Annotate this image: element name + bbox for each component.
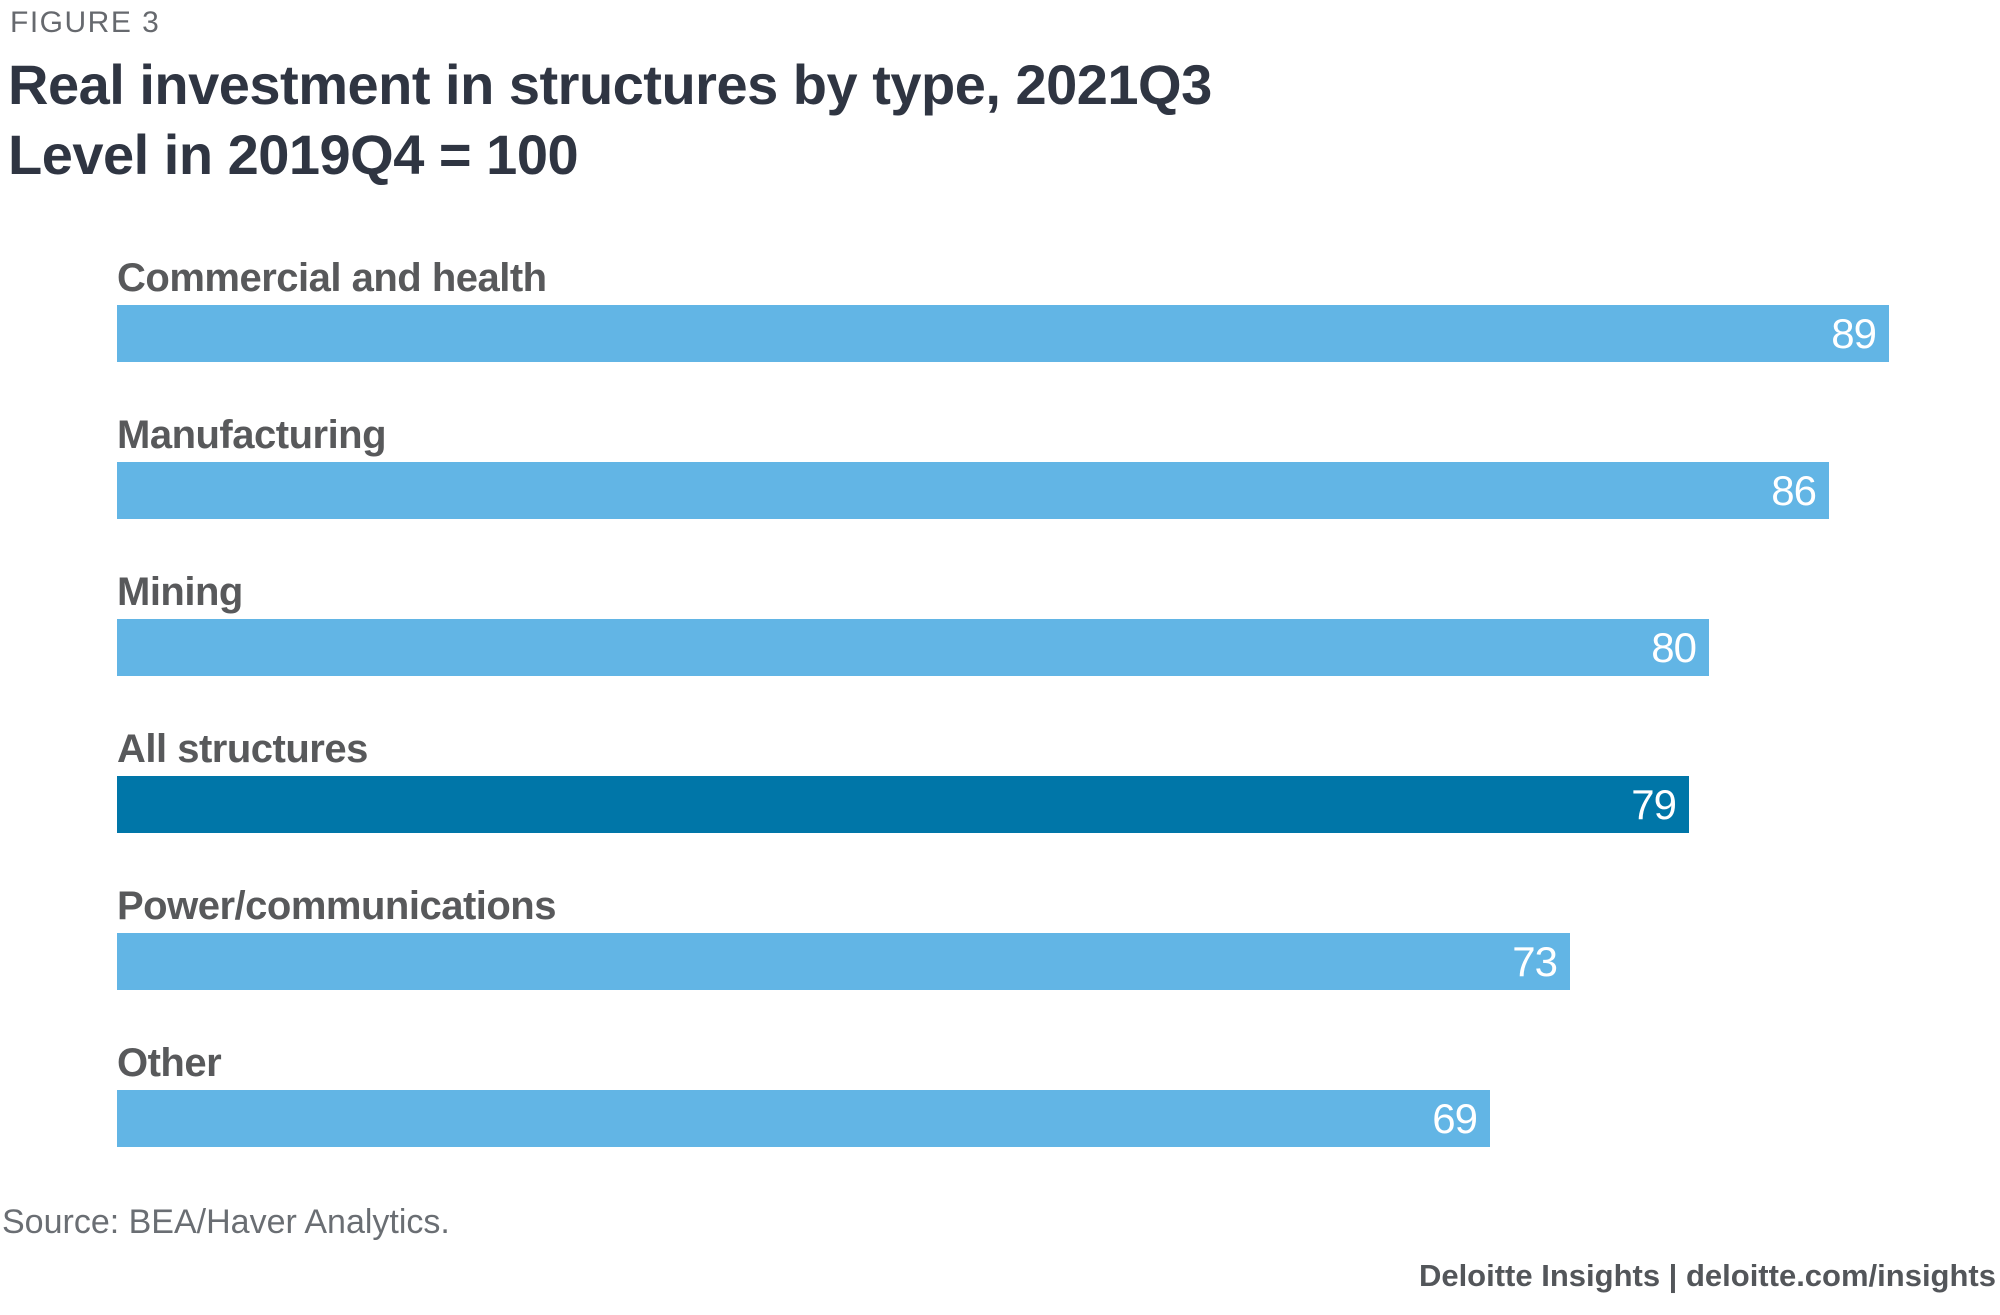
bar-category-label: Commercial and health	[117, 256, 547, 300]
bar-value-label: 73	[1512, 938, 1558, 985]
chart-subtitle-line: Level in 2019Q4 = 100	[8, 123, 579, 186]
chart-title: Real investment in structures by type, 2…	[8, 50, 1212, 190]
chart-title-line-1: Real investment in structures by type, 2…	[8, 53, 1212, 116]
bar: 73	[117, 933, 1570, 990]
bar-row: Other 69	[117, 1040, 2000, 1197]
figure-number-label: FIGURE 3	[10, 6, 161, 39]
bar-category-label: Mining	[117, 570, 243, 614]
bar-category-label: Manufacturing	[117, 413, 387, 457]
bar-value-label: 89	[1831, 310, 1877, 357]
bar: 89	[117, 305, 1889, 362]
bar-value-label: 79	[1631, 781, 1677, 828]
deloitte-insights-attribution: Deloitte Insights | deloitte.com/insight…	[1418, 1258, 1996, 1293]
bar-category-label: Other	[117, 1041, 222, 1085]
bar-row: Power/communications 73	[117, 883, 2000, 1040]
bar-value-label: 80	[1651, 624, 1697, 671]
bar-chart-plot-area: Commercial and health 89 Manufacturing 8…	[117, 255, 2000, 1197]
bar: 86	[117, 462, 1829, 519]
bar-category-label: Power/communications	[117, 884, 556, 928]
bar: 79	[117, 776, 1689, 833]
bar: 80	[117, 619, 1709, 676]
bar-row: All structures 79	[117, 726, 2000, 883]
source-note: Source: BEA/Haver Analytics.	[2, 1203, 450, 1241]
bar-row: Mining 80	[117, 569, 2000, 726]
bar-value-label: 86	[1771, 467, 1817, 514]
bar-category-label: All structures	[117, 727, 368, 771]
bar-row: Commercial and health 89	[117, 255, 2000, 412]
bar-value-label: 69	[1432, 1095, 1478, 1142]
bar: 69	[117, 1090, 1490, 1147]
bar-row: Manufacturing 86	[117, 412, 2000, 569]
